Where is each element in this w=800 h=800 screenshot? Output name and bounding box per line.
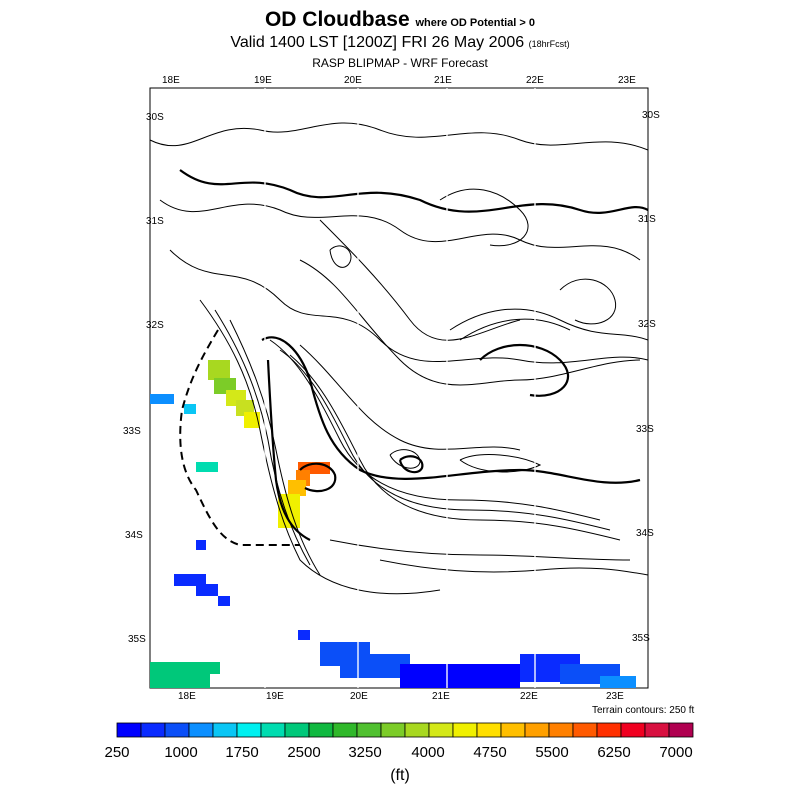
lat-label-right: 33S: [636, 424, 654, 435]
colorbar-swatch: [668, 722, 694, 738]
colorbar-swatch: [116, 722, 142, 738]
colorbar-unit: (ft): [390, 767, 410, 784]
colorbar-swatch: [140, 722, 166, 738]
map-title: OD Cloudbase where OD Potential > 0: [0, 8, 800, 32]
lon-label-bottom: 22E: [520, 691, 538, 702]
colorbar-swatch: [572, 722, 598, 738]
colorbar-swatch: [284, 722, 310, 738]
colorbar-label: 250: [104, 744, 130, 761]
colorbar-swatch: [356, 722, 382, 738]
lat-label-left: 31S: [146, 216, 164, 227]
terrain-contours: [149, 122, 649, 595]
colorbar-swatch: [644, 722, 670, 738]
colorbar-label: 7000: [659, 744, 693, 761]
colorbar-swatch: [500, 722, 526, 738]
colorbar-swatch: [524, 722, 550, 738]
forecast-hours: (18hrFcst): [528, 39, 570, 49]
lat-label-left: 33S: [123, 426, 141, 437]
valid-text: Valid 1400 LST [1200Z] FRI 26 May 2006: [230, 34, 525, 51]
lon-label-bottom: 18E: [178, 691, 196, 702]
colorbar-label: 3250: [348, 744, 382, 761]
colorbar-swatch: [620, 722, 646, 738]
map-frame: [149, 87, 649, 689]
title-qualifier: where OD Potential > 0: [415, 17, 536, 29]
lon-label-top: 21E: [434, 75, 452, 86]
colorbar-swatch: [452, 722, 478, 738]
colorbar-swatch: [164, 722, 190, 738]
colorbar-swatch: [380, 722, 406, 738]
colorbar-label: 4750: [473, 744, 507, 761]
valid-time: Valid 1400 LST [1200Z] FRI 26 May 2006 (…: [0, 34, 800, 52]
source-line: RASP BLIPMAP - WRF Forecast: [312, 56, 488, 70]
colorbar-label: 1750: [225, 744, 259, 761]
terrain-contours-bold: [179, 169, 649, 541]
colorbar-swatch: [308, 722, 334, 738]
lon-label-top: 18E: [162, 75, 180, 86]
cloudbase-cells: [150, 360, 636, 688]
title-main: OD Cloudbase: [264, 8, 410, 31]
colorbar-label: 6250: [597, 744, 631, 761]
colorbar-label: 1000: [164, 744, 198, 761]
colorbar-swatch: [260, 722, 286, 738]
colorbar-swatch: [236, 722, 262, 738]
colorbar-swatch: [548, 722, 574, 738]
colorbar-swatch: [428, 722, 454, 738]
colorbar-label: 2500: [287, 744, 321, 761]
grid-lines: [264, 88, 536, 688]
colorbar: [116, 722, 694, 738]
forecast-map: [149, 87, 649, 689]
lon-label-bottom: 20E: [350, 691, 368, 702]
lat-label-left: 32S: [146, 320, 164, 331]
lat-label-right: 31S: [638, 214, 656, 225]
lon-label-bottom: 23E: [606, 691, 624, 702]
lat-label-left: 34S: [125, 530, 143, 541]
lon-label-top: 23E: [618, 75, 636, 86]
lon-label-top: 20E: [344, 75, 362, 86]
lat-label-right: 34S: [636, 528, 654, 539]
colorbar-swatch: [188, 722, 214, 738]
coastline: [179, 329, 300, 546]
lon-label-top: 22E: [526, 75, 544, 86]
lon-label-bottom: 19E: [266, 691, 284, 702]
colorbar-swatch: [404, 722, 430, 738]
terrain-note: Terrain contours: 250 ft: [592, 705, 695, 716]
lat-label-left: 30S: [146, 112, 164, 123]
lat-label-right: 32S: [638, 319, 656, 330]
colorbar-label: 5500: [535, 744, 569, 761]
colorbar-swatch: [212, 722, 238, 738]
colorbar-label: 4000: [411, 744, 445, 761]
lon-label-top: 19E: [254, 75, 272, 86]
lon-label-bottom: 21E: [432, 691, 450, 702]
colorbar-swatch: [476, 722, 502, 738]
colorbar-swatch: [596, 722, 622, 738]
lat-label-right: 35S: [632, 633, 650, 644]
lat-label-right: 30S: [642, 110, 660, 121]
lat-label-left: 35S: [128, 634, 146, 645]
colorbar-swatch: [332, 722, 358, 738]
